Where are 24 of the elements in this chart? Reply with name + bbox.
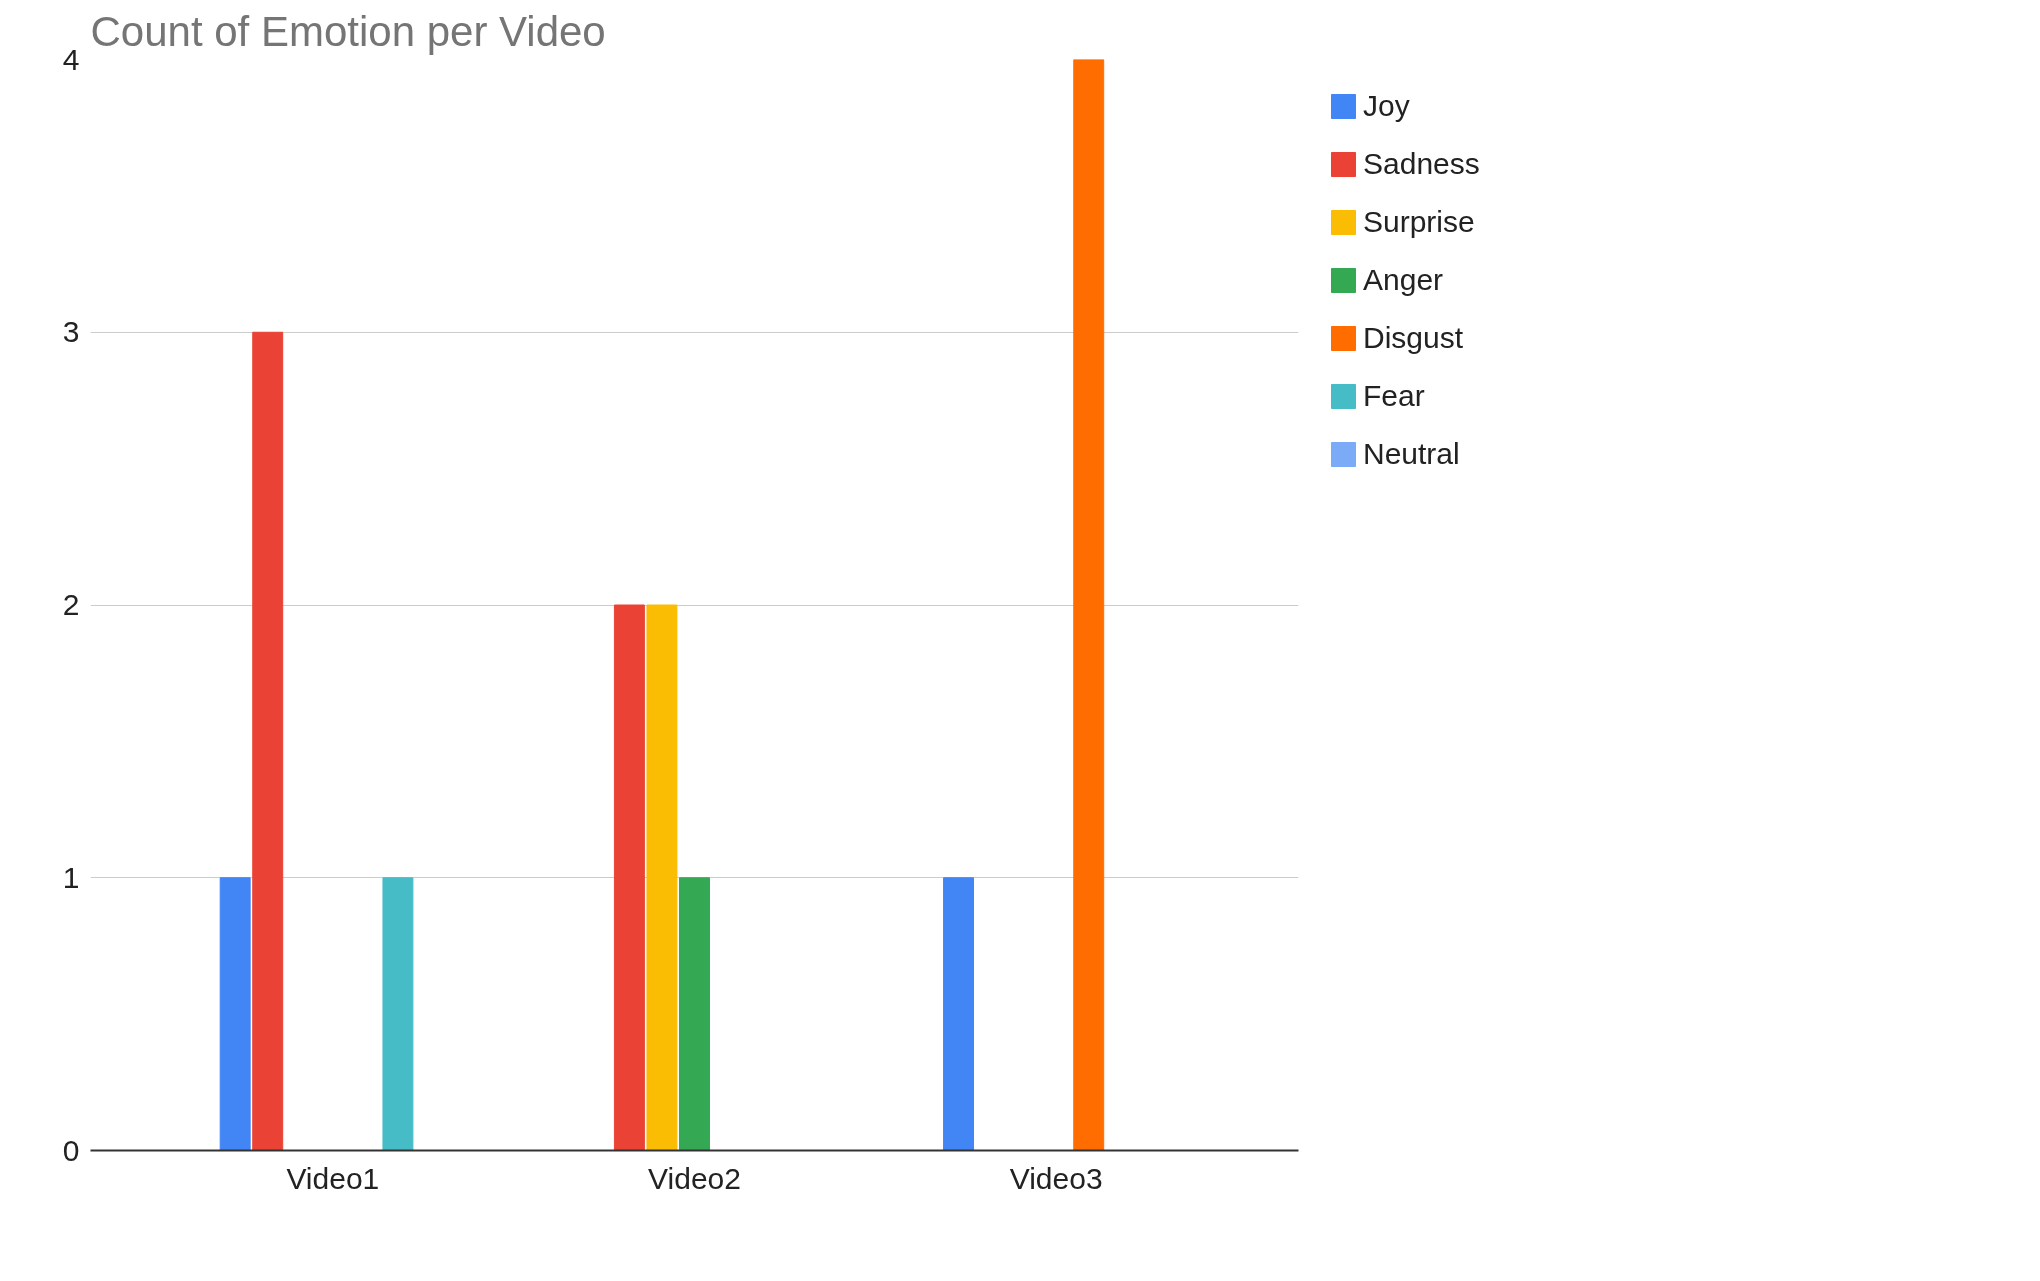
- y-tick-label: 1: [62, 860, 80, 894]
- chart-title: Count of Emotion per Video: [90, 7, 606, 55]
- y-tick-label: 4: [62, 42, 80, 76]
- y-tick-label: 0: [62, 1133, 80, 1167]
- y-tick-label: 3: [62, 315, 80, 349]
- bar: [1073, 59, 1105, 1151]
- bar: [219, 877, 251, 1151]
- legend-label: Anger: [1363, 263, 1444, 297]
- y-tick-label: 2: [62, 588, 80, 621]
- x-tick-label: Video3: [1009, 1161, 1103, 1195]
- bar: [646, 604, 678, 1151]
- x-tick-label: Video1: [286, 1161, 380, 1195]
- legend-label: Neutral: [1363, 437, 1460, 471]
- x-tick-label: Video2: [648, 1161, 741, 1195]
- legend-label: Disgust: [1363, 321, 1464, 355]
- legend-label: Fear: [1363, 379, 1425, 413]
- legend-label: Sadness: [1363, 147, 1480, 181]
- bar: [382, 877, 414, 1151]
- bar: [252, 331, 284, 1151]
- bar: [613, 604, 645, 1151]
- bar: [679, 877, 710, 1151]
- legend-label: Joy: [1363, 89, 1410, 123]
- bar: [943, 877, 974, 1151]
- legend-label: Surprise: [1363, 205, 1475, 239]
